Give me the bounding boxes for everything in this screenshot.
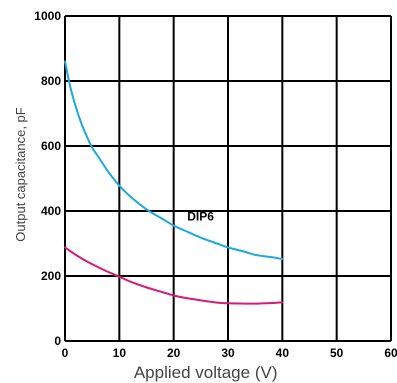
x-tick-label-4: 40 <box>276 346 290 360</box>
x-tick-label-6: 60 <box>384 346 397 360</box>
series-line-0 <box>64 60 284 261</box>
grid <box>64 15 392 342</box>
series-line-1 <box>64 246 284 305</box>
x-tick-label-3: 30 <box>221 346 235 360</box>
series-label-dip6: DIP6 <box>187 209 214 223</box>
x-tick-label-0: 0 <box>62 346 69 360</box>
x-tick-labels: 0 10 20 30 40 50 60 <box>62 346 397 360</box>
y-tick-label-4: 800 <box>41 74 61 88</box>
y-tick-label-5: 1000 <box>34 9 61 23</box>
x-tick-label-5: 50 <box>330 346 344 360</box>
y-tick-label-1: 200 <box>41 269 61 283</box>
y-tick-label-2: 400 <box>41 204 61 218</box>
y-tick-label-3: 600 <box>41 139 61 153</box>
x-tick-label-1: 10 <box>113 346 127 360</box>
x-tick-label-2: 20 <box>167 346 181 360</box>
y-tick-label-0: 0 <box>54 334 61 348</box>
series-lines <box>64 60 284 305</box>
y-tick-labels: 0 200 400 600 800 1000 <box>34 9 61 348</box>
x-axis-title: Applied voltage (V) <box>134 363 278 382</box>
y-axis-title: Output capacitance, pF <box>13 107 28 241</box>
